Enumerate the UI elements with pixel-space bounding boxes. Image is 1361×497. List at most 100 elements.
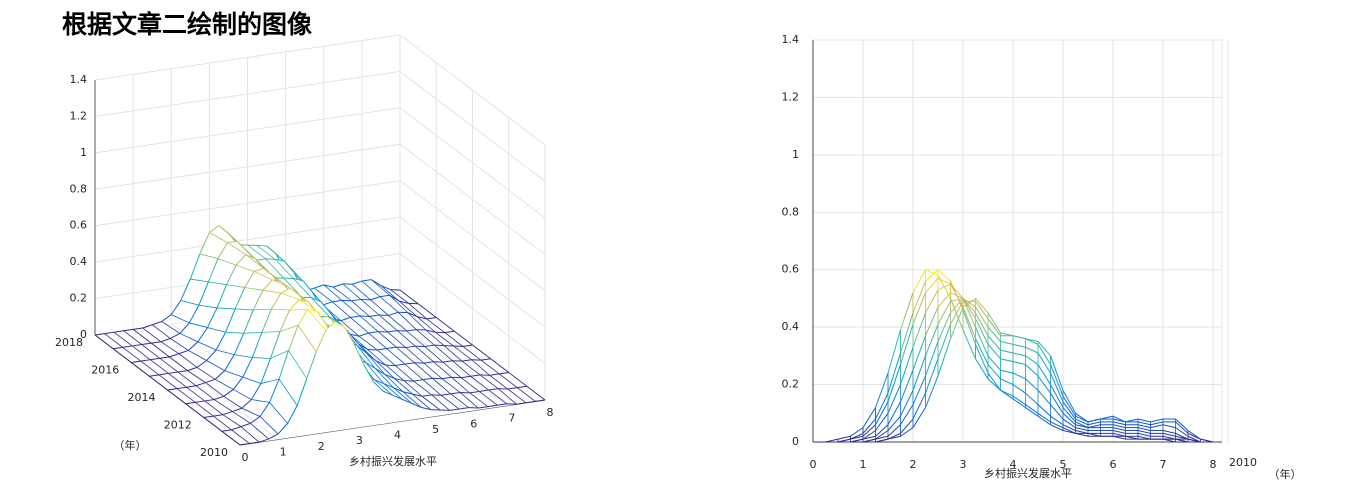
mesh-curve	[950, 298, 964, 314]
mesh-curve	[462, 344, 473, 347]
x-tick-label: 0	[810, 458, 817, 471]
z-tick-label: 0.4	[782, 320, 800, 333]
mesh-curve	[900, 292, 914, 331]
mesh-curve	[1075, 427, 1089, 432]
mesh-curve	[1050, 372, 1064, 402]
mesh-connector	[402, 391, 422, 408]
mesh-connector	[198, 304, 218, 309]
x-tick-label: 7	[1160, 458, 1167, 471]
mesh-curve	[206, 349, 217, 361]
mesh-connector	[168, 373, 187, 388]
mesh-curve	[422, 377, 433, 381]
x-axis-label: 乡村振兴发展水平	[349, 454, 437, 468]
mesh-connector	[366, 353, 386, 375]
mesh-curve	[277, 423, 289, 435]
mesh-curve	[1062, 424, 1076, 431]
mesh-curve	[950, 281, 964, 311]
mesh-curve	[241, 399, 252, 409]
mesh-curve	[160, 338, 171, 343]
mesh-curve	[373, 381, 384, 392]
mesh-connector	[252, 357, 271, 359]
mesh-curve	[222, 410, 233, 416]
mesh-curve	[975, 301, 989, 319]
mesh-curve	[497, 403, 507, 406]
mesh-curve	[461, 375, 471, 379]
mesh-curve	[227, 240, 238, 244]
mesh-curve	[1012, 335, 1026, 340]
y-tick-label: 2010	[200, 446, 228, 459]
mesh-curve	[1137, 424, 1151, 429]
mesh-curve	[404, 362, 415, 365]
mesh-connector	[158, 374, 178, 389]
mesh-connector	[280, 292, 300, 300]
mesh-connector	[489, 374, 509, 390]
mesh-curve	[232, 376, 244, 390]
mesh-curve	[975, 358, 989, 380]
mesh-connector	[393, 387, 412, 404]
mesh-connector	[423, 362, 443, 380]
x-tick-label: 0	[242, 451, 249, 464]
mesh-curve	[1012, 395, 1026, 406]
mesh-curve	[1087, 418, 1101, 423]
mesh-curve	[275, 258, 285, 262]
mesh-curve	[1162, 424, 1176, 429]
mesh-connector	[384, 374, 404, 393]
mesh-curve	[450, 391, 461, 395]
mesh-connector	[395, 365, 414, 382]
mesh-curve	[441, 376, 452, 380]
mesh-curve	[1000, 378, 1014, 386]
mesh-connector	[132, 329, 152, 344]
mesh-curve	[925, 278, 939, 294]
mesh-connector	[498, 373, 518, 388]
mesh-curve	[204, 399, 215, 402]
z-tick-label: 0	[792, 435, 799, 448]
mesh-curve	[411, 402, 422, 408]
mesh-connector	[180, 300, 200, 306]
mesh-curve	[167, 388, 178, 391]
mesh-connector	[171, 314, 190, 324]
mesh-curve	[370, 296, 381, 301]
grid-line	[94, 143, 401, 190]
mesh-curve	[937, 275, 951, 299]
mesh-curve	[1137, 427, 1151, 432]
mesh-connector	[360, 299, 380, 316]
mesh-curve	[425, 329, 436, 333]
mesh-connector	[395, 346, 415, 364]
mesh-curve	[356, 345, 368, 354]
mesh-connector	[196, 367, 216, 380]
mesh-curve	[461, 359, 472, 362]
grid-line	[399, 34, 546, 146]
mesh-curve	[1137, 418, 1151, 423]
mesh-curve	[424, 344, 435, 348]
mesh-curve	[962, 298, 976, 319]
mesh-curve	[1112, 418, 1126, 423]
mesh-connector	[225, 331, 244, 334]
mesh-connector	[368, 332, 387, 349]
mesh-connector	[244, 287, 263, 291]
mesh-curve	[962, 309, 976, 345]
mesh-connector	[389, 294, 408, 313]
mesh-curve	[1050, 364, 1064, 397]
mesh-curve	[1062, 412, 1076, 426]
mesh-curve	[875, 430, 889, 440]
z-tick-label: 0.6	[782, 263, 800, 276]
mesh-curve	[962, 298, 976, 328]
mesh-connector	[307, 309, 327, 331]
mesh-curve	[887, 424, 901, 437]
mesh-connector	[259, 416, 279, 435]
mesh-connector	[263, 267, 283, 283]
mesh-curve	[950, 306, 964, 339]
mesh-connector	[425, 329, 445, 346]
mesh-curve	[280, 287, 291, 294]
mesh-connector	[177, 371, 197, 387]
y-tick-label: 2012	[164, 419, 192, 432]
mesh-connector	[151, 342, 170, 358]
mesh-curve	[837, 438, 851, 443]
mesh-curve	[1012, 384, 1026, 394]
mesh-curve	[387, 330, 398, 333]
mesh-connector	[358, 335, 378, 351]
mesh-curve	[232, 407, 243, 412]
mesh-connector	[371, 279, 390, 296]
mesh-curve	[875, 435, 889, 440]
mesh-curve	[887, 364, 901, 402]
